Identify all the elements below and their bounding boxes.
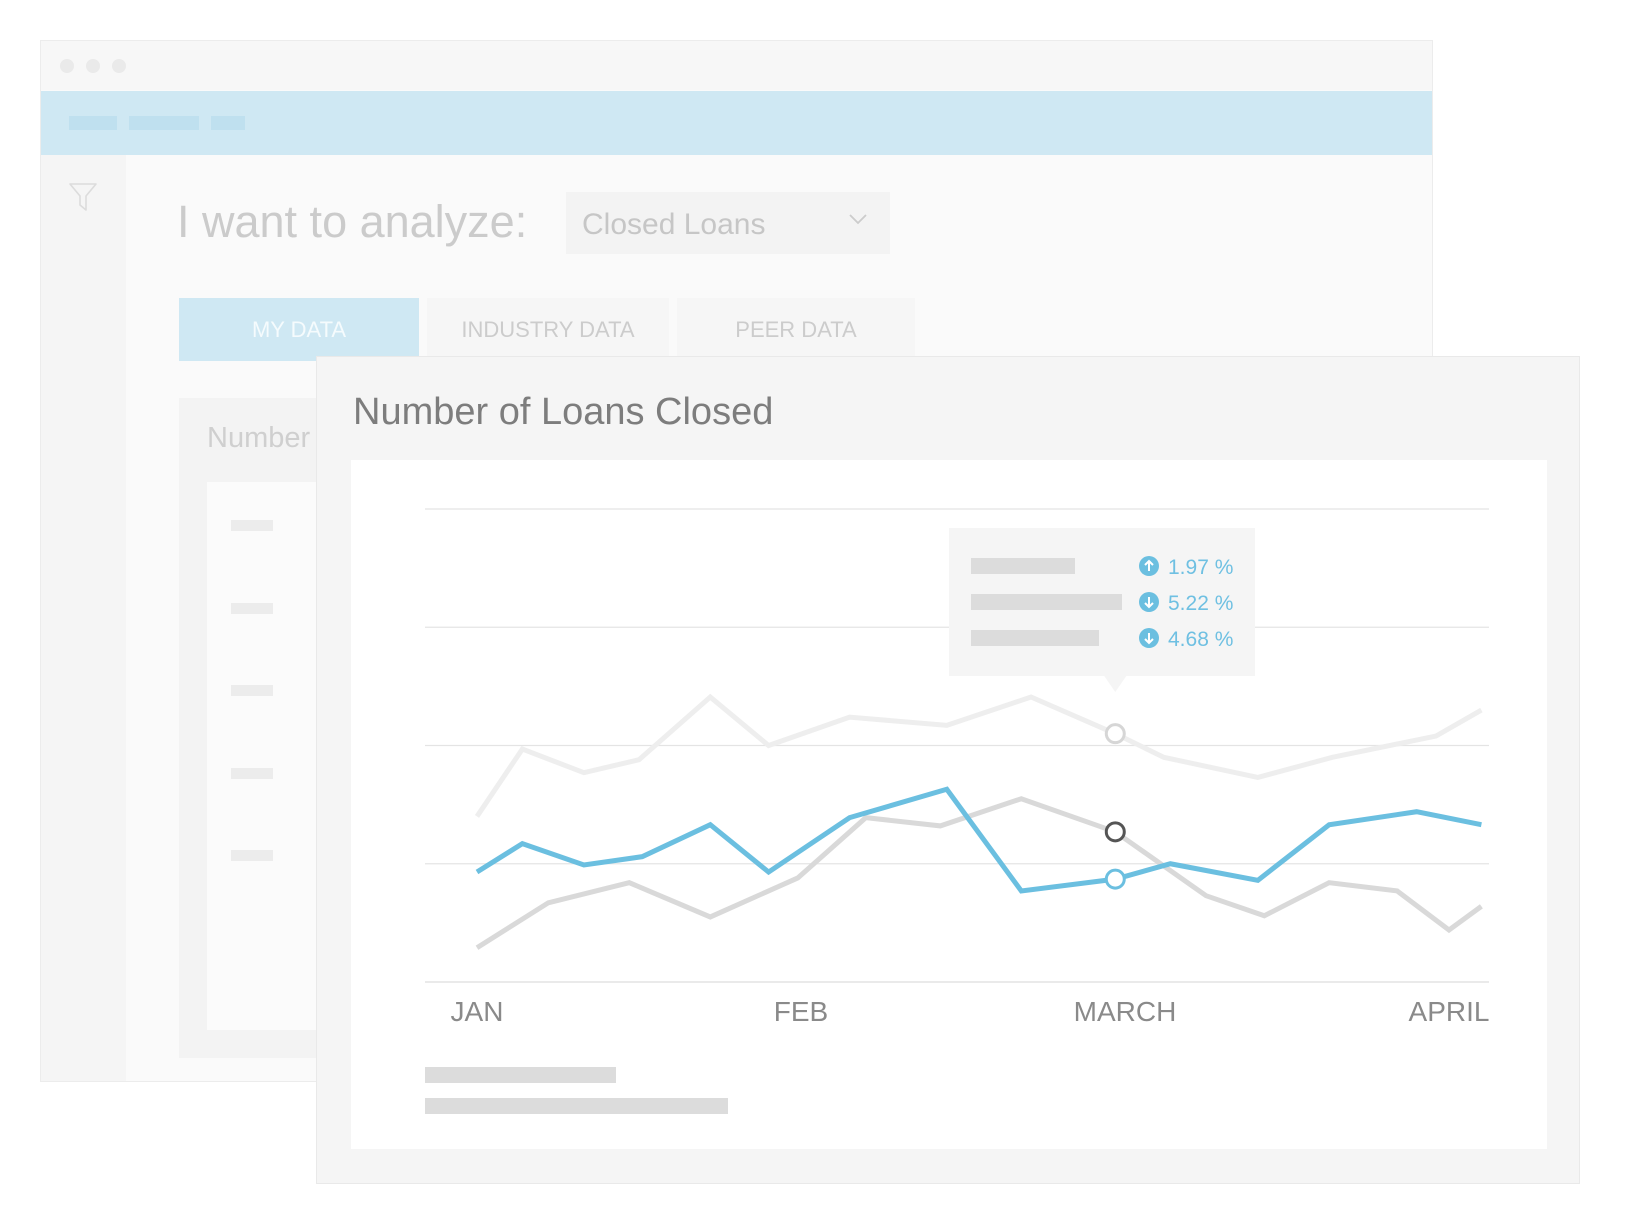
x-tick-label: APRIL	[1409, 996, 1490, 1027]
tooltip-pointer	[1104, 676, 1127, 692]
x-tick-label: MARCH	[1074, 996, 1177, 1027]
chart-title: Number of Loans Closed	[353, 391, 774, 433]
tooltip-value: 1.97 %	[1168, 556, 1233, 579]
line-chart: JAN FEB MARCH APRIL 1.97 % 5.22 % 4.68 %	[425, 508, 1490, 1114]
axis-label-placeholder	[231, 520, 273, 531]
window-minimize-dot[interactable]	[86, 59, 100, 73]
arrow-down-icon	[1139, 592, 1159, 612]
series-lines	[474, 693, 1483, 950]
arrow-up-icon	[1139, 556, 1159, 576]
window-close-dot[interactable]	[60, 59, 74, 73]
data-point-marker[interactable]	[1104, 821, 1126, 843]
series-line-1[interactable]	[474, 693, 1483, 818]
data-point-marker[interactable]	[1104, 723, 1126, 745]
legend-placeholder-bar	[425, 1067, 616, 1083]
axis-label-placeholder	[231, 768, 273, 779]
tooltip-value: 4.68 %	[1168, 628, 1233, 651]
arrow-down-icon	[1139, 628, 1159, 648]
axis-label-placeholder	[231, 603, 273, 614]
analyze-label: I want to analyze:	[177, 196, 528, 247]
series-markers	[1104, 723, 1126, 890]
series-line-3[interactable]	[475, 786, 1482, 894]
side-rail	[41, 155, 126, 1081]
x-tick-label: FEB	[774, 996, 828, 1027]
legend-placeholder-bar	[425, 1098, 728, 1114]
nav-item-placeholder[interactable]	[69, 116, 117, 130]
data-point-marker[interactable]	[1104, 868, 1126, 890]
legend-placeholder	[425, 1067, 728, 1114]
axis-label-placeholder	[231, 685, 273, 696]
tooltip-row-label-placeholder	[971, 594, 1122, 610]
axis-label-placeholder	[231, 850, 273, 861]
x-axis-ticks: JAN FEB MARCH APRIL	[451, 996, 1490, 1027]
nav-item-placeholder[interactable]	[211, 116, 245, 130]
analyze-select[interactable]: Closed Loans	[566, 192, 890, 254]
top-nav-bar	[41, 91, 1432, 155]
tooltip-row-label-placeholder	[971, 630, 1099, 646]
background-chart-title: Number	[207, 422, 311, 454]
x-tick-label: JAN	[451, 996, 504, 1027]
tab-industry-data[interactable]: INDUSTRY DATA	[427, 298, 669, 361]
filter-icon[interactable]	[68, 181, 98, 213]
tooltip-value: 5.22 %	[1168, 592, 1233, 615]
window-titlebar	[41, 41, 1432, 90]
tab-my-data[interactable]: MY DATA	[179, 298, 419, 361]
tooltip: 1.97 % 5.22 % 4.68 %	[949, 528, 1255, 692]
chart-card: Number of Loans Closed JAN FEB MARCH APRIL …	[316, 356, 1580, 1184]
nav-item-placeholder[interactable]	[129, 116, 199, 130]
series-line-2[interactable]	[475, 796, 1483, 950]
chevron-down-icon	[849, 214, 867, 225]
window-maximize-dot[interactable]	[112, 59, 126, 73]
tooltip-row-label-placeholder	[971, 558, 1075, 574]
tab-peer-data[interactable]: PEER DATA	[677, 298, 915, 361]
chart-plot-area: JAN FEB MARCH APRIL 1.97 % 5.22 % 4.68 %	[351, 460, 1547, 1149]
analyze-select-value: Closed Loans	[582, 208, 766, 241]
